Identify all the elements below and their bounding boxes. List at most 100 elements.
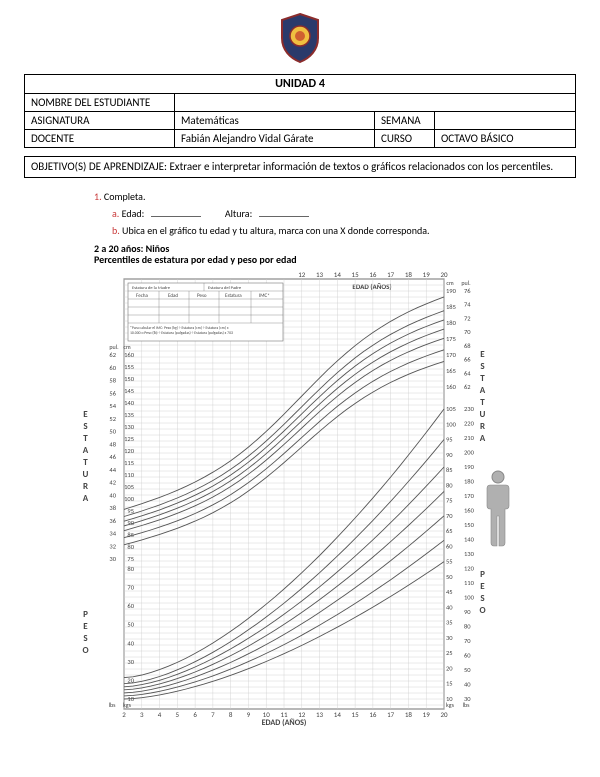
svg-text:36: 36 [109, 517, 116, 525]
svg-text:110: 110 [124, 471, 135, 479]
svg-text:60: 60 [127, 602, 134, 610]
svg-text:165: 165 [446, 367, 456, 375]
label-semana: SEMANA [375, 112, 435, 130]
svg-text:58: 58 [109, 377, 116, 385]
unit-kgs-left: kgs [123, 701, 132, 709]
unit-lbs-right: lbs [463, 701, 471, 709]
svg-text:85: 85 [446, 466, 453, 474]
svg-text:15: 15 [446, 680, 453, 688]
label-curso: CURSO [375, 130, 435, 148]
svg-text:170: 170 [446, 351, 457, 359]
svg-text:19: 19 [423, 270, 431, 279]
svg-text:46: 46 [109, 453, 116, 461]
top-x-label: EDAD (AÑOS) [352, 282, 391, 291]
svg-text:90: 90 [464, 608, 471, 616]
item-b-row: b. Ubica en el gráfico tu edad y tu altu… [94, 224, 576, 237]
objective-text: Extraer e interpretar información de tex… [169, 160, 553, 173]
svg-text:Estatura del Padre: Estatura del Padre [208, 286, 242, 291]
q-number: 1. [94, 190, 102, 203]
svg-text:110: 110 [464, 579, 474, 587]
svg-text:16: 16 [369, 270, 377, 279]
svg-text:56: 56 [109, 390, 116, 398]
svg-text:55: 55 [446, 558, 453, 566]
svg-text:IMC*: IMC* [259, 293, 270, 299]
svg-text:220: 220 [464, 420, 474, 428]
blank-edad[interactable] [151, 207, 201, 217]
bottom-x-label: EDAD (AÑOS) [262, 718, 307, 728]
label-asignatura: ASIGNATURA [25, 112, 175, 130]
svg-text:135: 135 [124, 411, 134, 419]
value-nombre[interactable] [175, 94, 576, 112]
svg-text:80: 80 [464, 623, 471, 631]
svg-text:145: 145 [124, 387, 134, 395]
blank-altura[interactable] [259, 207, 309, 217]
svg-text:120: 120 [124, 447, 135, 455]
instruction-1: 1. Completa. [94, 190, 576, 203]
svg-text:180: 180 [464, 478, 474, 486]
svg-text:15: 15 [352, 710, 360, 719]
axis-label-left-estatura: ESTATURA [80, 409, 91, 505]
q-completa: Completa. [104, 190, 146, 203]
logo-container [24, 12, 576, 64]
svg-text:52: 52 [109, 415, 116, 423]
svg-text:155: 155 [124, 363, 134, 371]
svg-text:90: 90 [446, 451, 453, 459]
svg-text:68: 68 [464, 342, 471, 350]
svg-text:80: 80 [127, 565, 134, 573]
svg-text:65: 65 [446, 527, 453, 535]
svg-text:230: 230 [464, 405, 474, 413]
svg-text:35: 35 [446, 619, 453, 627]
svg-text:100: 100 [464, 594, 474, 602]
unit-pul-right: pul. [461, 279, 471, 287]
svg-text:34: 34 [109, 530, 116, 538]
svg-text:100: 100 [124, 495, 135, 503]
svg-text:45: 45 [446, 588, 453, 596]
unit-cm-left: cm [123, 343, 131, 351]
svg-text:15: 15 [352, 270, 360, 279]
chart-title-line2: Percentiles de estatura por edad y peso … [94, 254, 576, 265]
svg-text:210: 210 [464, 434, 474, 442]
svg-text:40: 40 [127, 640, 134, 648]
svg-text:4: 4 [158, 710, 162, 719]
svg-text:20: 20 [446, 665, 453, 673]
school-shield-logo [277, 12, 323, 64]
svg-text:16: 16 [369, 710, 377, 719]
svg-text:54: 54 [109, 402, 116, 410]
svg-text:13: 13 [316, 270, 324, 279]
svg-text:20: 20 [440, 270, 448, 279]
svg-text:10.000 o Peso (lb) ÷ Estatura: 10.000 o Peso (lb) ÷ Estatura (pulgadas)… [130, 330, 233, 336]
record-table: Estatura de la Madre Estatura del Padre … [128, 283, 283, 341]
svg-text:5: 5 [176, 710, 180, 719]
svg-text:76: 76 [464, 287, 471, 295]
svg-text:130: 130 [464, 550, 474, 558]
svg-text:Edad: Edad [168, 293, 178, 299]
value-docente: Fabián Alejandro Vidal Gárate [175, 130, 375, 148]
svg-text:70: 70 [446, 512, 453, 520]
svg-text:95: 95 [446, 436, 453, 444]
svg-text:40: 40 [464, 681, 471, 689]
item-a-row: a. Edad: Altura: [94, 207, 576, 220]
value-semana[interactable] [435, 112, 576, 130]
person-silhouette-icon [482, 469, 514, 549]
svg-text:70: 70 [464, 637, 471, 645]
svg-text:150: 150 [464, 521, 474, 529]
svg-text:2: 2 [122, 710, 126, 719]
unit-cm-right: cm [446, 279, 454, 287]
svg-text:50: 50 [464, 666, 471, 674]
svg-text:170: 170 [464, 492, 474, 500]
svg-text:70: 70 [464, 328, 471, 336]
item-a-letter: a. [112, 207, 119, 220]
svg-text:150: 150 [124, 375, 135, 383]
svg-text:105: 105 [124, 483, 134, 491]
svg-text:25: 25 [446, 650, 453, 658]
svg-text:185: 185 [446, 303, 456, 311]
svg-text:64: 64 [464, 370, 471, 378]
svg-text:42: 42 [109, 479, 116, 487]
value-curso: OCTAVO BÁSICO [435, 130, 576, 148]
chart-title-block: 2 a 20 años: Niños Percentiles de estatu… [94, 243, 576, 265]
svg-text:40: 40 [446, 604, 453, 612]
svg-text:80: 80 [446, 482, 453, 490]
svg-text:50: 50 [109, 428, 116, 436]
svg-text:Estatura: Estatura [225, 293, 242, 299]
svg-text:72: 72 [464, 315, 471, 323]
